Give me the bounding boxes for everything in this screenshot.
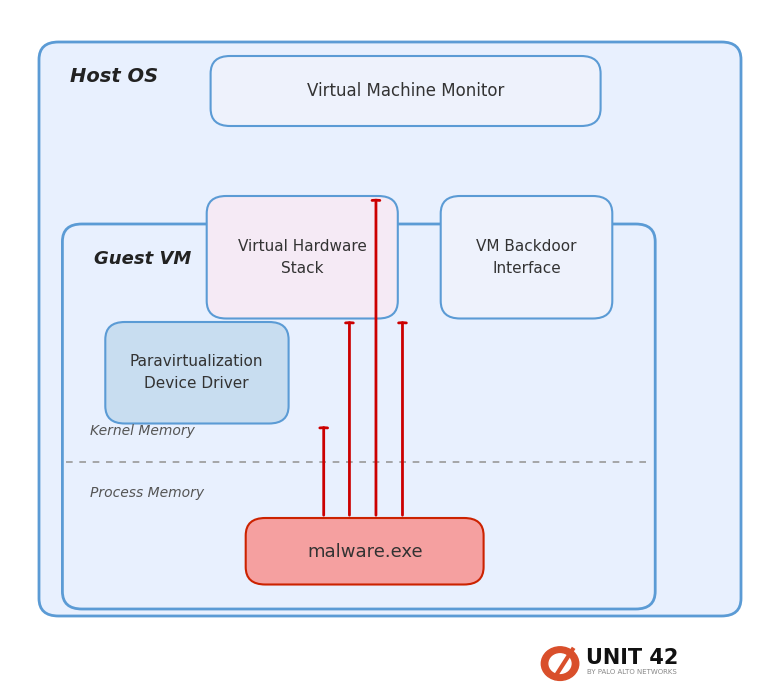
Text: Process Memory: Process Memory [90,486,204,500]
Text: Kernel Memory: Kernel Memory [90,424,194,438]
Text: Guest VM: Guest VM [94,250,191,268]
FancyBboxPatch shape [441,196,612,318]
FancyBboxPatch shape [39,42,741,616]
Circle shape [541,647,579,680]
FancyBboxPatch shape [211,56,601,126]
Text: BY PALO ALTO NETWORKS: BY PALO ALTO NETWORKS [587,669,677,675]
FancyBboxPatch shape [62,224,655,609]
FancyBboxPatch shape [105,322,289,424]
FancyBboxPatch shape [207,196,398,318]
Text: Host OS: Host OS [70,67,158,87]
Text: Virtual Machine Monitor: Virtual Machine Monitor [307,82,505,100]
FancyBboxPatch shape [246,518,484,584]
Text: Virtual Hardware
Stack: Virtual Hardware Stack [238,239,367,276]
Text: Paravirtualization
Device Driver: Paravirtualization Device Driver [129,354,264,391]
Text: UNIT 42: UNIT 42 [586,648,678,668]
Text: VM Backdoor
Interface: VM Backdoor Interface [477,239,576,276]
Text: malware.exe: malware.exe [307,542,423,561]
Circle shape [549,654,571,673]
